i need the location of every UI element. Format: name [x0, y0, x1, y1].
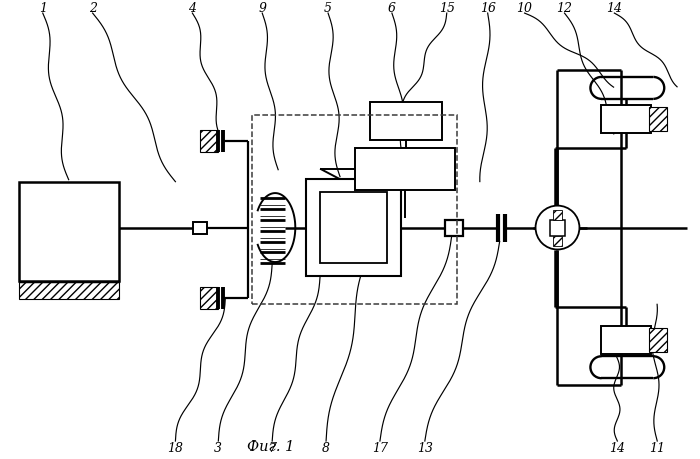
Text: 11: 11	[650, 441, 665, 453]
Text: 7: 7	[268, 441, 277, 453]
Bar	[552, 236, 563, 246]
Bar	[306, 179, 401, 277]
Text: 2: 2	[89, 1, 97, 15]
Bar	[200, 130, 218, 152]
Circle shape	[536, 206, 580, 250]
Bar	[650, 107, 667, 132]
Text: 5: 5	[324, 1, 332, 15]
Text: 14: 14	[610, 441, 625, 453]
Bar	[370, 103, 442, 140]
Text: 16: 16	[480, 1, 496, 15]
Text: 12: 12	[556, 1, 573, 15]
Text: 1: 1	[38, 1, 47, 15]
Bar	[200, 288, 218, 310]
Bar	[650, 329, 667, 353]
Bar	[355, 148, 455, 190]
Text: 18: 18	[167, 441, 183, 453]
Text: 8: 8	[322, 441, 330, 453]
Text: 17: 17	[372, 441, 388, 453]
Text: 6: 6	[388, 1, 396, 15]
Bar	[601, 327, 651, 354]
Bar	[19, 182, 118, 282]
Text: 4: 4	[188, 1, 197, 15]
Text: 15: 15	[439, 1, 455, 15]
Bar	[19, 283, 118, 300]
Bar	[193, 222, 207, 234]
Bar	[550, 220, 566, 236]
Text: 3: 3	[214, 441, 223, 453]
Bar	[252, 116, 456, 305]
Text: 14: 14	[606, 1, 622, 15]
Text: 13: 13	[416, 441, 433, 453]
Bar	[444, 220, 463, 236]
Bar	[552, 210, 563, 220]
Bar	[320, 192, 387, 264]
Text: 10: 10	[517, 1, 533, 15]
Text: 9: 9	[258, 1, 266, 15]
Text: Фиг. 1: Фиг. 1	[246, 439, 294, 453]
Bar	[601, 106, 651, 134]
